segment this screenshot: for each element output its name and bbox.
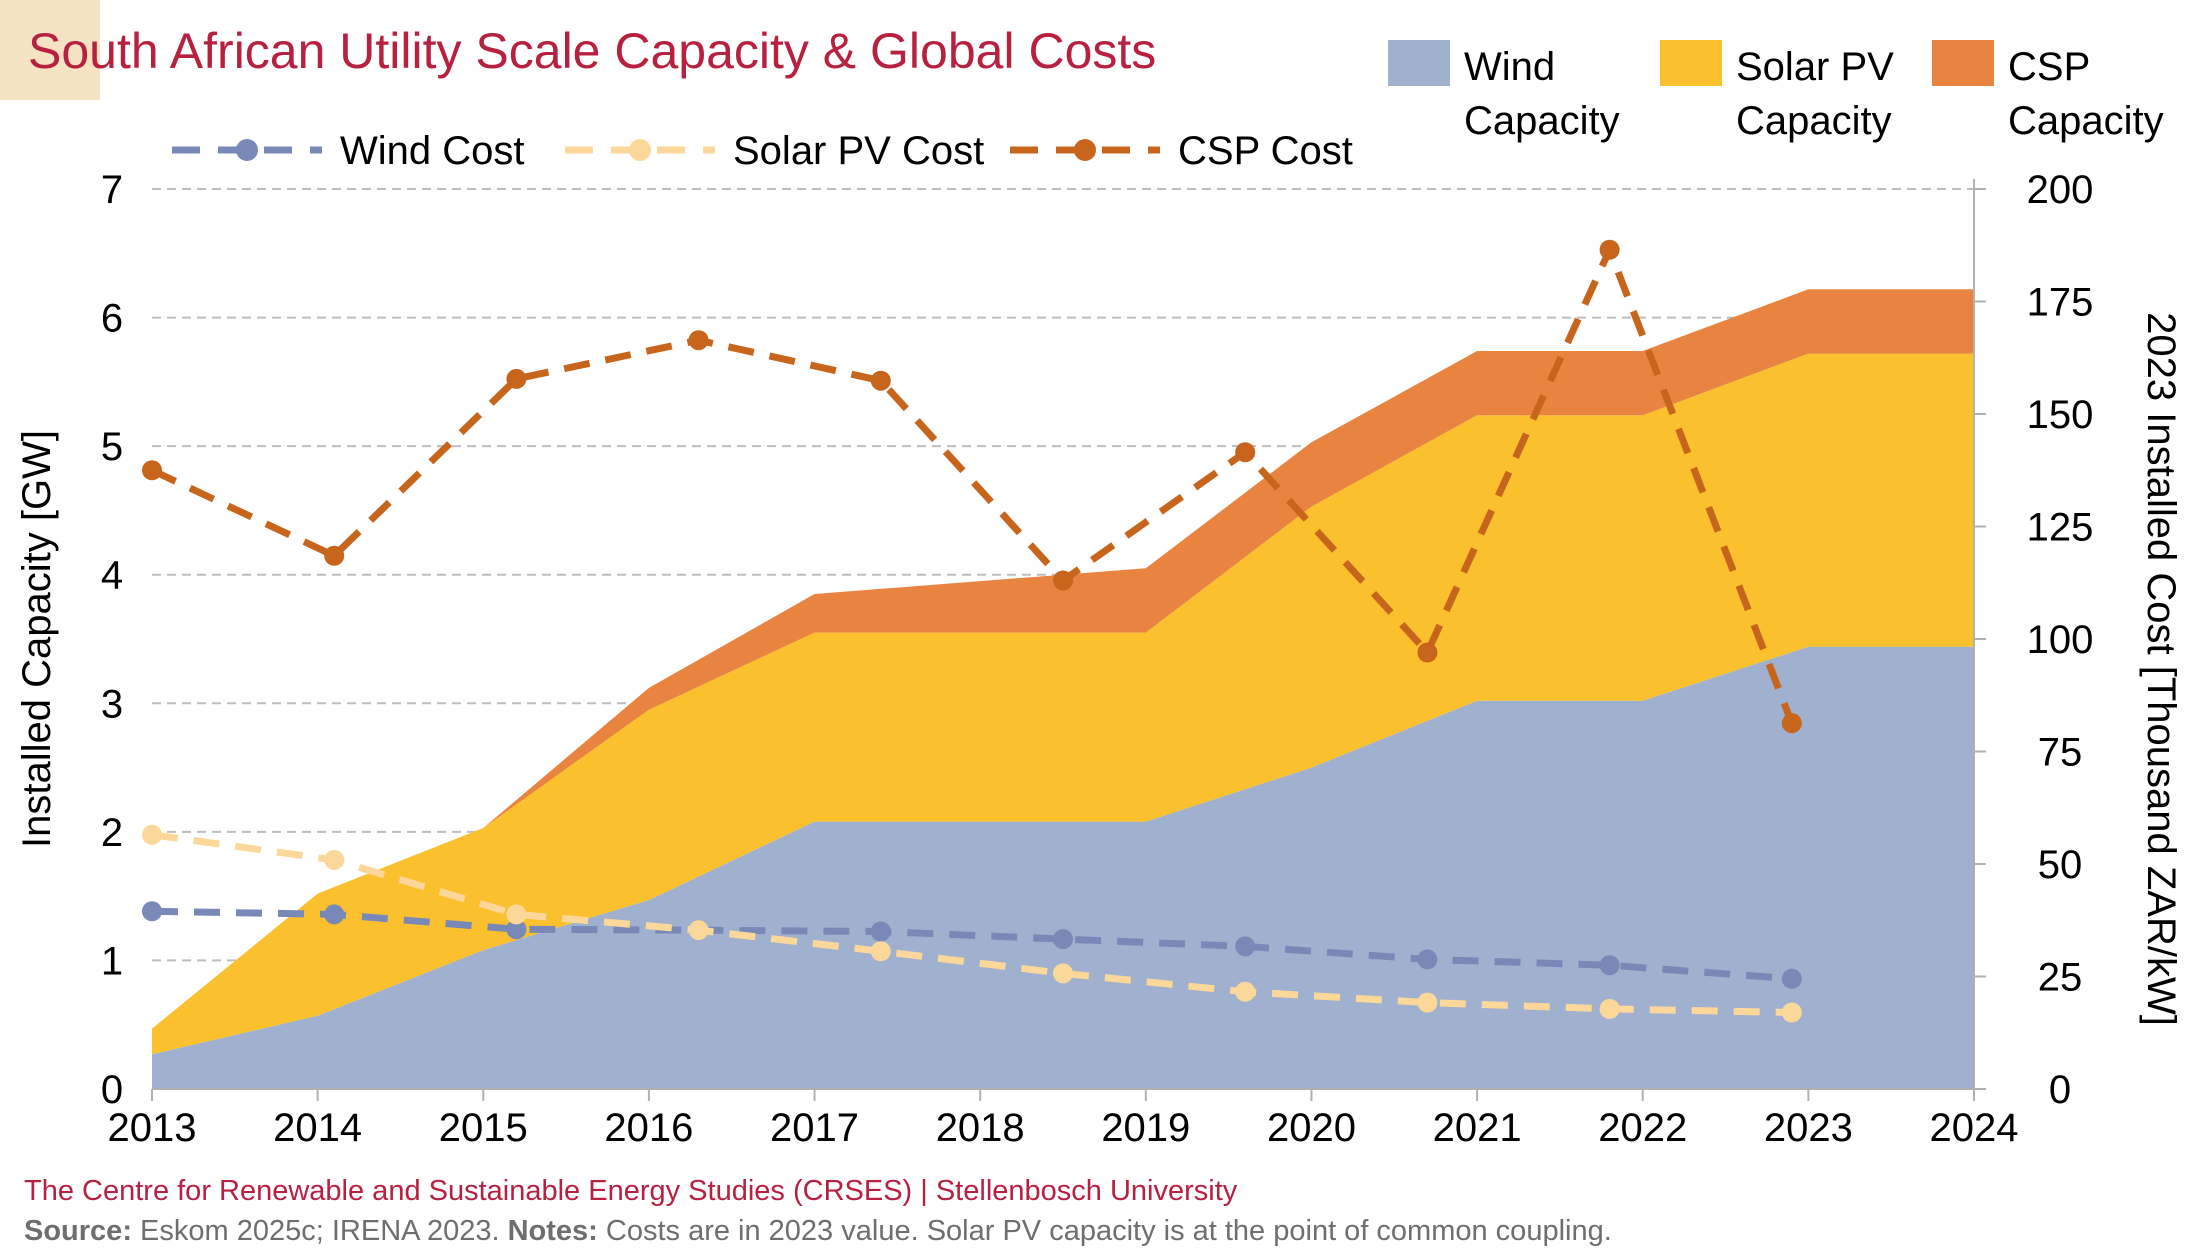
- area-solar-pv-capacity: [152, 353, 1974, 1055]
- y-right-tick-label: 25: [2038, 956, 2083, 1000]
- legend-label-wind-capacity-line1: Wind: [1464, 45, 1555, 89]
- area-wind-capacity: [152, 646, 1974, 1089]
- legend-label-csp-capacity-line1: CSP: [2008, 45, 2090, 89]
- point-csp-cost: [1417, 642, 1438, 663]
- legend-swatch-csp-capacity: [1932, 40, 1994, 86]
- point-solar-pv-cost: [1417, 992, 1438, 1013]
- point-solar-pv-cost: [324, 849, 345, 870]
- point-solar-pv-cost: [1053, 963, 1073, 984]
- x-tick-label: 2020: [1267, 1106, 1356, 1150]
- legend-label-solar-pv-capacity-line1: Solar PV: [1736, 45, 1894, 89]
- y-left-tick-label: 0: [101, 1068, 123, 1112]
- point-solar-pv-cost: [688, 920, 709, 941]
- point-solar-pv-cost: [1599, 998, 1620, 1019]
- footer-organization: The Centre for Renewable and Sustainable…: [24, 1175, 1238, 1207]
- point-csp-cost: [506, 368, 527, 389]
- point-csp-cost: [688, 330, 709, 351]
- y-left-tick-label: 6: [101, 297, 123, 341]
- notes-label: Notes:: [507, 1215, 598, 1247]
- point-csp-cost: [142, 460, 162, 481]
- legend-label-csp-cost: CSP Cost: [1178, 129, 1353, 173]
- legend-marker-wind-cost: [236, 139, 258, 161]
- legend-swatch-solar-pv-capacity: [1660, 40, 1722, 86]
- x-tick-label: 2014: [273, 1106, 362, 1150]
- source-text: Eskom 2025c; IRENA 2023.: [140, 1215, 500, 1247]
- legend-label-wind-cost: Wind Cost: [340, 129, 525, 173]
- point-csp-cost: [324, 545, 345, 566]
- point-csp-cost: [1053, 570, 1073, 591]
- y-right-tick-label: 150: [2027, 393, 2094, 437]
- line-csp-cost: [150, 240, 1796, 725]
- point-wind-cost: [1053, 929, 1073, 950]
- point-wind-cost: [1781, 968, 1802, 989]
- y-right-tick-label: 0: [2049, 1068, 2071, 1112]
- point-solar-pv-cost: [1235, 981, 1256, 1002]
- y-left-tick-label: 4: [101, 554, 123, 598]
- y-left-tick-label: 5: [101, 425, 123, 469]
- x-tick-label: 2017: [770, 1106, 859, 1150]
- footer-source: Source: Eskom 2025c; IRENA 2023. Notes: …: [24, 1215, 1612, 1248]
- legend-marker-csp-cost: [1074, 139, 1096, 161]
- point-wind-cost: [1235, 936, 1256, 957]
- y-right-tick-label: 75: [2038, 731, 2083, 775]
- x-tick-label: 2022: [1598, 1106, 1687, 1150]
- x-tick-label: 2013: [108, 1106, 197, 1150]
- x-tick-label: 2021: [1433, 1106, 1522, 1150]
- point-wind-cost: [506, 919, 527, 940]
- notes-text: Costs are in 2023 value. Solar PV capaci…: [605, 1215, 1612, 1247]
- x-tick-label: 2023: [1764, 1106, 1853, 1150]
- y-right-tick-label: 125: [2027, 506, 2094, 550]
- point-csp-cost: [1599, 239, 1620, 260]
- legend-marker-solar-pv-cost: [629, 139, 651, 161]
- point-wind-cost: [1417, 949, 1438, 970]
- point-csp-cost: [1781, 713, 1802, 734]
- point-csp-cost: [1235, 442, 1256, 463]
- x-tick-label: 2016: [604, 1106, 693, 1150]
- x-tick-label: 2019: [1101, 1106, 1190, 1150]
- y-left-tick-label: 3: [101, 682, 123, 726]
- y-right-tick-label: 100: [2027, 618, 2094, 662]
- y-right-tick-label: 50: [2038, 843, 2083, 887]
- y-left-tick-label: 1: [101, 939, 123, 983]
- y-left-tick-label: 2: [101, 811, 123, 855]
- legend-label-solar-pv-cost: Solar PV Cost: [733, 129, 984, 173]
- y-right-tick-label: 200: [2027, 168, 2094, 212]
- point-wind-cost: [324, 904, 345, 925]
- point-solar-pv-cost: [1781, 1002, 1802, 1023]
- x-tick-label: 2015: [439, 1106, 528, 1150]
- point-solar-pv-cost: [870, 941, 891, 962]
- point-csp-cost: [870, 370, 891, 391]
- point-wind-cost: [870, 921, 891, 942]
- y-right-axis-title: 2023 Installed Cost [Thousand ZAR/kW]: [2139, 312, 2183, 1026]
- point-solar-pv-cost: [142, 824, 162, 845]
- legend-swatch-wind-capacity: [1388, 40, 1450, 86]
- chart-title: South African Utility Scale Capacity & G…: [28, 23, 1157, 79]
- line-wind-cost: [151, 907, 1793, 983]
- y-left-tick-label: 7: [101, 168, 123, 212]
- legend-label-solar-pv-capacity-line2: Capacity: [1736, 99, 1892, 143]
- title-highlight: [0, 0, 100, 100]
- legend-label-wind-capacity-line2: Capacity: [1464, 99, 1620, 143]
- y-left-axis-title: Installed Capacity [GW]: [15, 430, 59, 848]
- y-right-tick-label: 175: [2027, 281, 2094, 325]
- point-solar-pv-cost: [506, 904, 527, 925]
- source-label: Source:: [24, 1215, 132, 1247]
- x-tick-label: 2024: [1930, 1106, 2019, 1150]
- x-tick-label: 2018: [936, 1106, 1025, 1150]
- point-wind-cost: [142, 901, 162, 922]
- point-wind-cost: [1599, 955, 1620, 976]
- legend-label-csp-capacity-line2: Capacity: [2008, 99, 2164, 143]
